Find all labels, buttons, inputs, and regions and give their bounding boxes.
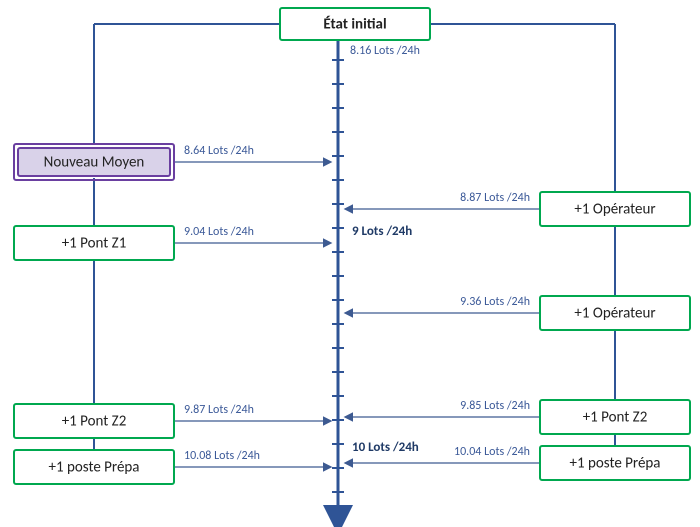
node-operateur_1-label: +1 Opérateur xyxy=(574,201,655,219)
node-pont_z2_right-label: +1 Pont Z2 xyxy=(583,409,648,427)
value-arrow-label: 9.36 Lots /24h xyxy=(460,295,530,309)
value-arrow-label: 9.87 Lots /24h xyxy=(184,403,254,417)
axis-top-label: 8.16 Lots /24h xyxy=(350,44,420,58)
value-arrow-label: 8.87 Lots /24h xyxy=(460,191,530,205)
node-prepa_left-label: +1 poste Prépa xyxy=(49,459,140,477)
node-pont_z1_left-label: +1 Pont Z1 xyxy=(62,235,127,253)
value-arrow-label: 10.04 Lots /24h xyxy=(454,445,530,459)
node-etat_initial-label: État initial xyxy=(323,15,386,34)
value-arrow-label: 9.04 Lots /24h xyxy=(184,225,254,239)
node-nouveau_moyen-label: Nouveau Moyen xyxy=(44,154,145,172)
node-operateur_2-label: +1 Opérateur xyxy=(574,305,655,323)
value-arrow-label: 8.64 Lots /24h xyxy=(184,144,254,158)
axis-major-label: 9 Lots /24h xyxy=(352,224,412,239)
value-arrow-label: 10.08 Lots /24h xyxy=(184,449,260,463)
value-arrow-label: 9.85 Lots /24h xyxy=(460,399,530,413)
diagram-canvas: 8.16 Lots /24h 9 Lots /24h 10 Lots /24h 8.6… xyxy=(0,0,700,527)
axis-major-label: 10 Lots /24h xyxy=(352,440,419,455)
node-pont_z2_left-label: +1 Pont Z2 xyxy=(62,413,127,431)
node-prepa_right-label: +1 poste Prépa xyxy=(570,455,661,473)
